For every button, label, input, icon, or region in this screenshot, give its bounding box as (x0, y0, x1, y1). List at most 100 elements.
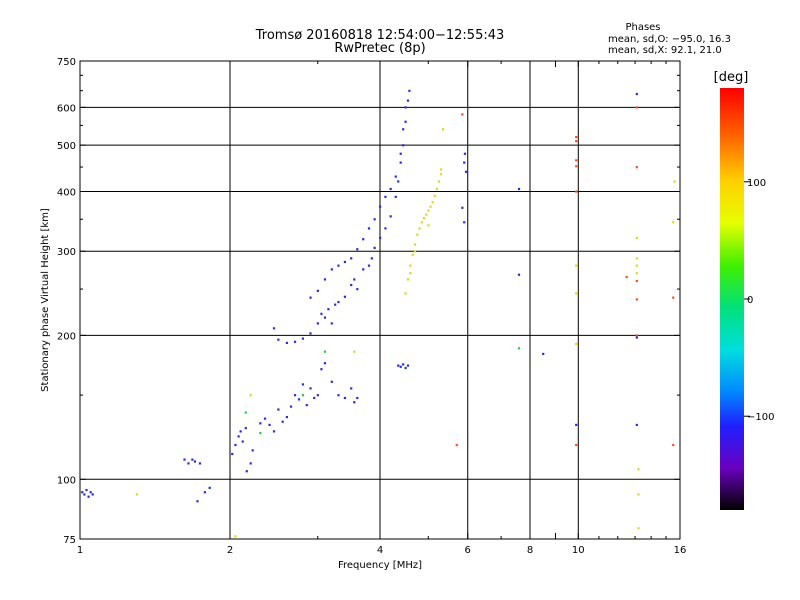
data-point (637, 493, 640, 496)
x-axis-label: Frequency [MHz] (338, 560, 422, 571)
y-axis-ticks: 75 100 200 300 400 500 600 750 (57, 57, 680, 546)
data-point (350, 387, 353, 390)
data-point (389, 187, 392, 191)
data-point (309, 296, 312, 299)
y-tick-label: 400 (57, 187, 76, 198)
data-point (353, 401, 356, 404)
data-point (183, 458, 186, 461)
data-point (330, 380, 333, 383)
data-point (249, 462, 252, 465)
data-point (637, 468, 640, 471)
data-point (635, 279, 638, 283)
data-point (379, 236, 382, 240)
data-point (394, 175, 397, 178)
data-point (397, 364, 400, 367)
data-point (416, 233, 419, 236)
data-point (517, 187, 521, 191)
data-point (320, 312, 323, 315)
data-point (427, 224, 430, 227)
data-point (259, 431, 262, 435)
data-point (635, 264, 638, 267)
data-point (239, 430, 242, 433)
data-point (389, 215, 392, 218)
data-point (323, 350, 327, 353)
data-point (297, 398, 301, 401)
data-point (187, 462, 190, 465)
data-point (635, 166, 638, 169)
data-point (463, 221, 466, 224)
data-point (334, 303, 337, 306)
data-point (575, 136, 578, 139)
data-point (244, 427, 247, 430)
data-point (625, 275, 628, 279)
data-point (418, 227, 421, 230)
data-point (404, 106, 407, 109)
x-tick-label: 2 (227, 545, 233, 556)
data-point (293, 394, 297, 397)
data-point (251, 449, 254, 452)
data-point (413, 243, 417, 246)
data-point (237, 435, 240, 438)
data-point (316, 289, 319, 292)
data-point (249, 394, 252, 397)
data-point (337, 264, 340, 267)
data-point (635, 257, 638, 260)
data-point (343, 396, 347, 400)
data-point (327, 308, 330, 311)
data-point (435, 187, 438, 191)
data-point (441, 128, 445, 131)
data-point (404, 120, 407, 123)
data-point (463, 152, 467, 155)
data-point (672, 443, 675, 447)
data-point (406, 99, 410, 102)
data-point (404, 292, 407, 295)
data-point (409, 272, 412, 275)
data-point (81, 491, 84, 494)
data-point (301, 383, 305, 386)
data-point (191, 458, 194, 461)
data-point (330, 322, 333, 325)
data-point (672, 296, 675, 299)
data-point (245, 470, 248, 473)
data-point (356, 288, 359, 291)
data-point (289, 405, 293, 408)
data-point (268, 423, 271, 427)
data-point (463, 161, 466, 164)
x-tick-label: 1 (77, 545, 83, 556)
data-point (356, 248, 359, 251)
data-point (234, 443, 237, 447)
data-point (285, 415, 288, 419)
data-point (343, 260, 347, 264)
data-point (272, 327, 276, 330)
data-point (350, 257, 353, 260)
y-tick-label: 75 (63, 535, 76, 546)
x-tick-label: 8 (527, 545, 533, 556)
data-point (362, 238, 365, 241)
data-points (81, 89, 676, 538)
colorbar-tick-label: −100 (747, 412, 774, 423)
data-point (356, 396, 359, 400)
data-point (353, 350, 356, 353)
data-point (203, 491, 206, 494)
data-point (439, 173, 443, 176)
data-point (135, 493, 138, 496)
colorbar-label: [deg] (714, 70, 749, 85)
data-point (575, 423, 578, 427)
data-point (85, 488, 88, 492)
colorbar-tick-label: 0 (747, 295, 753, 306)
y-tick-label: 600 (57, 103, 76, 114)
data-point (575, 443, 578, 447)
data-point (517, 273, 521, 276)
data-point (323, 362, 327, 365)
data-point (277, 408, 280, 411)
data-point (411, 253, 414, 256)
colorbar (720, 88, 744, 510)
data-point (293, 340, 297, 343)
data-point (373, 246, 376, 249)
data-point (384, 227, 387, 230)
data-point (87, 495, 90, 498)
chart-subtitle: RwPretec (8p) (334, 41, 425, 56)
data-point (413, 250, 417, 253)
data-point (517, 347, 521, 350)
